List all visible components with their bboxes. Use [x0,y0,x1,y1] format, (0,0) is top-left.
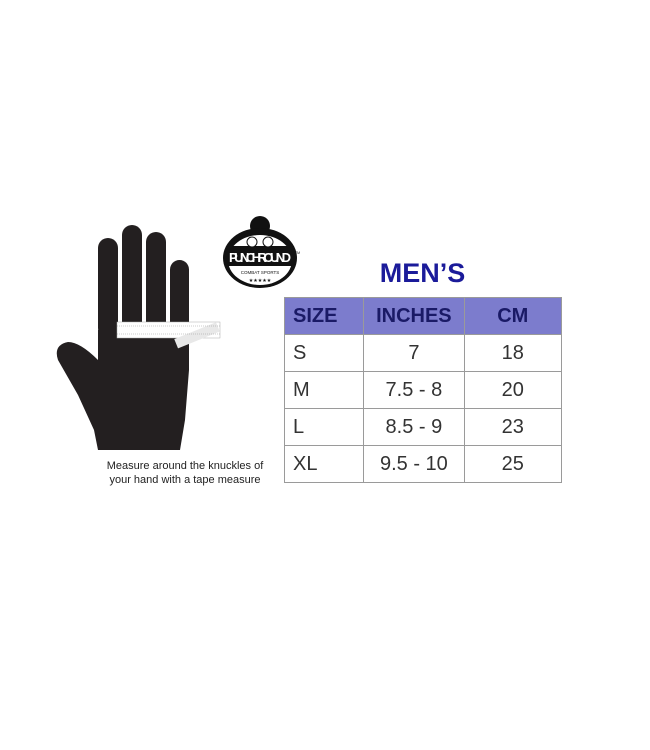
table-row: S 7 18 [283,334,563,372]
punch-round-logo: PUNCH ROUND COMBAT SPORTS ★★★★★ TM [223,216,300,288]
cell-cm: 23 [463,408,563,446]
cell-inches: 7.5 - 8 [363,371,465,409]
cell-cm: 18 [463,334,563,372]
header-size: SIZE [283,297,365,335]
caption-line-1: Measure around the knuckles of [106,460,264,472]
measure-instructions: Measure around the knuckles of your hand… [60,459,310,487]
table-row: L 8.5 - 9 23 [283,408,563,446]
cell-inches: 9.5 - 10 [363,445,465,483]
header-cm: CM [463,297,563,335]
table-title: MEN’S [379,258,466,288]
cell-inches: 7 [363,334,465,372]
svg-text:TM: TM [295,251,300,255]
caption-line-2: your hand with a tape measure [109,474,261,486]
cell-size: L [283,408,365,446]
cell-cm: 25 [463,445,563,483]
table-header-row: SIZE INCHES CM [283,297,563,335]
header-inches: INCHES [363,297,465,335]
svg-text:COMBAT SPORTS: COMBAT SPORTS [241,270,280,275]
svg-text:★★★★★: ★★★★★ [249,278,272,284]
cell-size: XL [283,445,365,483]
cell-size: S [283,334,365,372]
cell-inches: 8.5 - 9 [363,408,465,446]
table-row: M 7.5 - 8 20 [283,371,563,409]
hand-measure-illustration [56,225,221,450]
size-chart-table: SIZE INCHES CM S 7 18 M 7.5 - 8 20 L 8.5… [283,297,563,483]
table-row: XL 9.5 - 10 25 [283,445,563,483]
cell-size: M [283,371,365,409]
svg-text:PUNCH ROUND: PUNCH ROUND [229,250,291,265]
cell-cm: 20 [463,371,563,409]
